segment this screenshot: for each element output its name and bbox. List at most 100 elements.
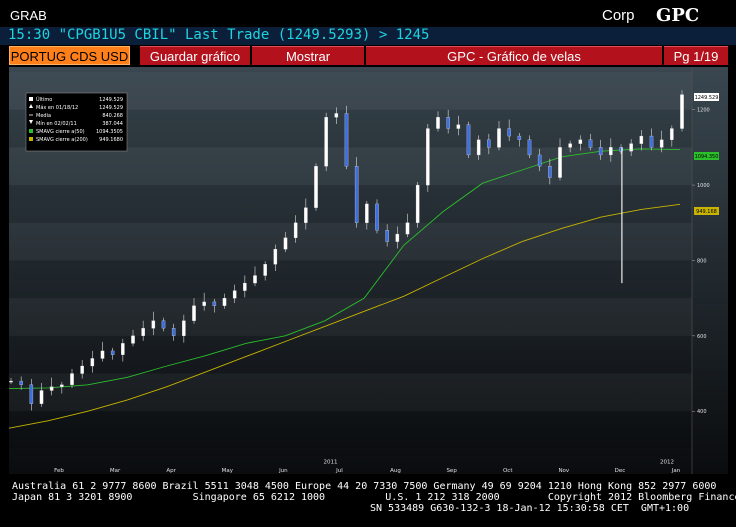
y-tick-label: 400 [697, 409, 707, 415]
candle-body [60, 384, 64, 387]
legend-marker-icon [29, 104, 33, 108]
ticker-line-bar[interactable]: 15:30 "CPGB1U5 CBIL" Last Trade (1249.52… [0, 27, 736, 45]
candle-body [659, 139, 664, 148]
candle-body [568, 143, 572, 148]
candle-body [80, 365, 84, 374]
ma200-line [8, 203, 681, 429]
candle-body [212, 301, 217, 306]
x-tick-label: Sep [446, 468, 457, 474]
candle-body [609, 147, 613, 156]
candle-body [588, 139, 593, 148]
candle-body [314, 166, 318, 208]
candle-body [558, 147, 562, 178]
candle-body [385, 230, 389, 242]
legend-row-label: Máx en 01/18/12 [36, 104, 78, 111]
ma50-value-text: 1094.350 [695, 154, 719, 160]
legend-row-value: 1249.529 [99, 105, 123, 111]
grab-label: GRAB [10, 8, 47, 23]
candle-body [9, 380, 13, 383]
footer: Australia 61 2 9777 8600 Brazil 5511 304… [0, 480, 736, 527]
x-tick-label: Jul [335, 468, 343, 474]
candle-body [263, 264, 267, 276]
candle-body [283, 237, 288, 250]
candle-body [324, 117, 328, 167]
legend-row: Máx en 01/18/12 1249.529 [29, 104, 123, 111]
candle-body [304, 207, 308, 223]
candle-body [182, 320, 186, 336]
x-tick-label: Nov [558, 468, 569, 474]
candle-body [253, 275, 257, 284]
candle-body [446, 117, 450, 129]
x-tick-label: Dec [615, 468, 626, 474]
year-tick-label: 2012 [660, 460, 674, 466]
candle-body [578, 139, 583, 144]
candle-body [670, 128, 674, 140]
candle-body [202, 301, 206, 306]
candle-body [344, 113, 349, 167]
candle-body [222, 298, 227, 306]
grid-band [9, 223, 692, 261]
candle-body [171, 328, 176, 336]
year-tick-label: 2011 [323, 460, 337, 466]
candle-body [466, 124, 471, 156]
security-tab[interactable]: PORTUG CDS USD [9, 46, 130, 65]
x-tick-label: Jun [278, 468, 288, 474]
ma50-value-label: 1094.350 [694, 152, 719, 160]
candle-body [121, 343, 125, 355]
candle-body [517, 135, 522, 140]
legend-marker-icon [29, 97, 33, 101]
candle-body [619, 147, 623, 152]
show-button[interactable]: Mostrar [252, 46, 364, 65]
function-code: GPC [656, 5, 700, 26]
footer-session-line: SN 533489 G630-132-3 18-Jan-12 15:30:58 … [370, 503, 690, 514]
candle-body [629, 143, 633, 152]
candle-body [598, 147, 603, 156]
x-tick-label: Feb [54, 468, 64, 474]
legend-row-value: 949.1680 [99, 137, 123, 143]
sector-label: Corp [602, 7, 635, 24]
candle-body [497, 128, 501, 148]
candle-body [19, 380, 23, 385]
legend-row: Mín en 02/02/11 387.044 [29, 120, 123, 127]
top-header-bar: GRAB Corp GPC [0, 0, 736, 28]
x-tick-label: Jan [671, 468, 681, 474]
legend-row-label: Media [36, 113, 51, 119]
x-tick-label: Mar [110, 468, 121, 474]
candle-body [110, 350, 115, 355]
legend-row-label: Último [36, 96, 52, 103]
y-tick-label: 1200 [697, 108, 710, 114]
candle-body [476, 139, 481, 156]
save-chart-button[interactable]: Guardar gráfico [140, 46, 250, 65]
legend-row: Media 840.268 [29, 113, 123, 119]
candle-body [405, 222, 410, 235]
candle-body [507, 128, 511, 137]
grid-band [9, 411, 692, 449]
page-indicator[interactable]: Pg 1/19 [664, 46, 728, 65]
candle-body [131, 335, 135, 344]
candle-body [365, 203, 369, 223]
legend-marker-icon [29, 120, 33, 124]
last-value-label: 1249.529 [694, 93, 719, 101]
y-tick-label: 800 [697, 258, 707, 264]
chart-svg[interactable]: 1200 1000 800 600 400 Feb Mar Apr May Jun Jul Aug S… [8, 67, 728, 474]
candle-body [232, 290, 237, 299]
candle-body [680, 94, 684, 129]
y-tick-label: 1000 [697, 183, 710, 189]
candle-body [39, 390, 44, 404]
candle-body [436, 117, 440, 129]
ticker-command-line[interactable]: 15:30 "CPGB1U5 CBIL" Last Trade (1249.52… [8, 27, 430, 43]
grid-band [9, 185, 692, 223]
legend-row-label: SMAVG cierre a(50) [36, 129, 85, 135]
legend-row-value: 1094.3505 [96, 129, 123, 135]
candle-body [334, 113, 339, 118]
candle-body [426, 128, 430, 186]
candle-body [415, 184, 420, 223]
candlestick-chart[interactable]: 1200 1000 800 600 400 Feb Mar Apr May Jun Jul Aug S… [8, 67, 728, 474]
legend-row-value: 1249.529 [99, 97, 123, 103]
legend-row: SMAVG cierre a(50) 1094.3505 [29, 129, 123, 135]
legend-row: SMAVG cierre a(200) 949.1680 [29, 137, 123, 143]
grid-band [9, 260, 692, 299]
candle-body [273, 249, 278, 265]
legend-row: Último 1249.529 [29, 96, 123, 103]
x-tick-label: Apr [166, 468, 176, 474]
